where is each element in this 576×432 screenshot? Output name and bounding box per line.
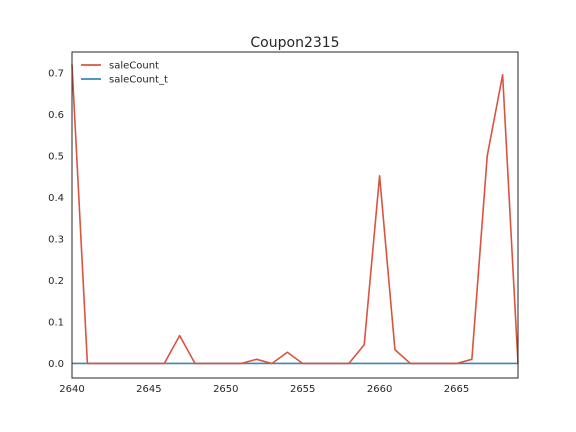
x-tick-label: 2650 <box>213 384 238 395</box>
y-tick-label: 0.3 <box>48 234 64 245</box>
x-tick-label: 2665 <box>444 384 469 395</box>
series-line-saleCount <box>71 64 519 365</box>
x-axis: 2640 2645 2650 2655 2660 2665 <box>59 384 469 395</box>
y-tick-label: 0.1 <box>48 317 64 328</box>
chart-title: Coupon2315 <box>250 35 339 51</box>
x-tick-label: 2655 <box>290 384 315 395</box>
y-tick-label: 0.2 <box>48 276 64 287</box>
x-tick-label: 2645 <box>136 384 161 395</box>
y-tick-label: 0.4 <box>48 193 64 204</box>
y-tick-label: 0.6 <box>48 110 64 121</box>
x-tick-label: 2640 <box>59 384 84 395</box>
plot-lines <box>71 64 519 365</box>
legend: saleCount saleCount_t <box>81 61 168 86</box>
legend-label: saleCount <box>109 61 159 72</box>
y-tick-label: 0.0 <box>48 359 64 370</box>
y-tick-label: 0.5 <box>48 151 64 162</box>
y-tick-label: 0.7 <box>48 68 64 79</box>
x-tick-label: 2660 <box>367 384 392 395</box>
y-axis: 0.0 0.1 0.2 0.3 0.4 0.5 0.6 0.7 <box>48 68 64 370</box>
plot-frame <box>71 51 519 379</box>
legend-label: saleCount_t <box>109 75 168 86</box>
